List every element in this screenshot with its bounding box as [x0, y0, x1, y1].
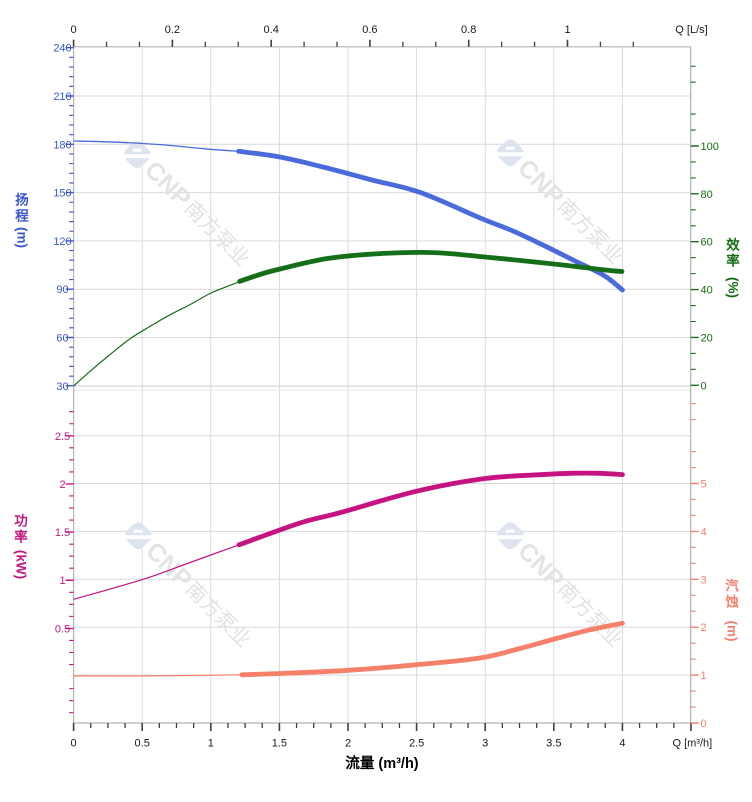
svg-text:扬: 扬 — [15, 192, 29, 208]
svg-text:程: 程 — [15, 209, 29, 224]
svg-text:Q [L/s]: Q [L/s] — [675, 24, 707, 36]
svg-text:3: 3 — [701, 574, 707, 586]
svg-text:(m): (m) — [724, 621, 739, 642]
svg-text:0.5: 0.5 — [135, 737, 150, 749]
svg-text:0.8: 0.8 — [461, 24, 476, 36]
svg-text:效: 效 — [726, 237, 740, 253]
svg-text:40: 40 — [701, 285, 713, 297]
svg-text:0: 0 — [71, 24, 77, 36]
svg-text:率: 率 — [14, 529, 28, 545]
svg-text:Q [m³/h]: Q [m³/h] — [672, 737, 712, 749]
svg-text:150: 150 — [53, 188, 71, 200]
svg-text:240: 240 — [53, 43, 71, 55]
svg-text:100: 100 — [701, 141, 719, 153]
svg-text:120: 120 — [53, 236, 71, 248]
svg-text:0.6: 0.6 — [362, 24, 377, 36]
svg-text:5: 5 — [701, 479, 707, 491]
svg-text:0: 0 — [701, 718, 707, 730]
svg-text:4: 4 — [701, 526, 707, 538]
svg-text:1: 1 — [701, 670, 707, 682]
svg-text:20: 20 — [701, 332, 713, 344]
svg-text:210: 210 — [53, 91, 71, 103]
svg-text:3: 3 — [482, 737, 488, 749]
svg-text:2: 2 — [345, 737, 351, 749]
svg-text:1: 1 — [208, 737, 214, 749]
svg-text:2.5: 2.5 — [55, 431, 70, 443]
svg-text:60: 60 — [56, 333, 68, 345]
svg-text:流量 (m³/h): 流量 (m³/h) — [345, 754, 418, 772]
svg-text:30: 30 — [56, 381, 68, 393]
svg-text:1: 1 — [59, 575, 65, 587]
svg-text:汽: 汽 — [725, 578, 739, 594]
svg-text:蚀: 蚀 — [724, 594, 739, 610]
svg-text:2: 2 — [59, 479, 65, 491]
svg-text:率: 率 — [726, 253, 740, 269]
svg-text:4: 4 — [619, 737, 625, 749]
svg-text:180: 180 — [53, 139, 71, 151]
svg-text:80: 80 — [701, 189, 713, 201]
svg-text:2.5: 2.5 — [409, 737, 424, 749]
svg-text:1.5: 1.5 — [272, 737, 287, 749]
svg-text:0.2: 0.2 — [165, 24, 180, 36]
svg-text:0.5: 0.5 — [55, 623, 70, 635]
svg-text:0: 0 — [71, 737, 77, 749]
svg-text:1.5: 1.5 — [55, 527, 70, 539]
svg-text:2: 2 — [701, 622, 707, 634]
svg-text:90: 90 — [56, 284, 68, 296]
svg-text:(%): (%) — [725, 277, 740, 298]
svg-text:(m): (m) — [14, 227, 29, 248]
svg-text:(kW): (kW) — [13, 550, 28, 579]
svg-text:1: 1 — [564, 24, 570, 36]
svg-text:功: 功 — [14, 514, 28, 529]
svg-text:0: 0 — [701, 380, 707, 392]
svg-text:0.4: 0.4 — [264, 24, 279, 36]
svg-text:60: 60 — [701, 237, 713, 249]
svg-text:3.5: 3.5 — [546, 737, 561, 749]
